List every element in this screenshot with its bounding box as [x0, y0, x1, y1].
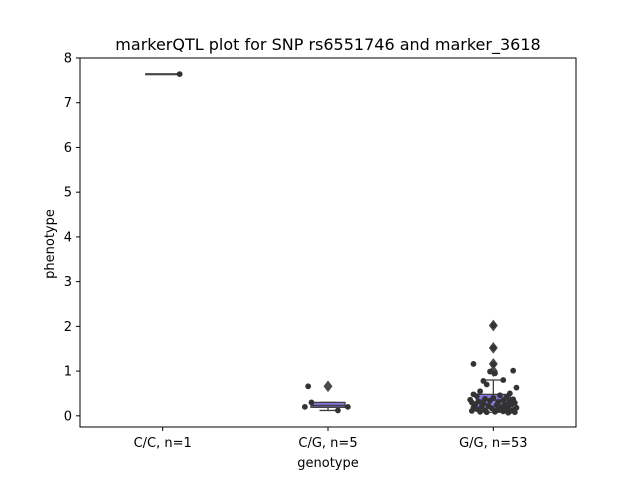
- y-tick-label: 1: [64, 365, 72, 380]
- x-axis-label: genotype: [297, 456, 358, 471]
- data-point: [487, 368, 493, 375]
- data-point: [305, 383, 312, 390]
- data-point: [500, 408, 507, 415]
- data-point: [493, 402, 500, 408]
- box-outlier-marker: [323, 380, 333, 393]
- y-axis: 0 1 2 3 4 5 6 7 8: [64, 52, 80, 424]
- data-point: [176, 71, 183, 78]
- data-point: [482, 395, 488, 402]
- x-tick-label: C/G, n=5: [298, 436, 357, 451]
- data-point: [483, 381, 490, 388]
- data-point: [511, 409, 518, 416]
- data-point: [308, 399, 315, 406]
- data-point: [505, 409, 512, 416]
- data-point: [344, 403, 351, 410]
- data-point: [473, 393, 480, 400]
- chart-title: markerQTL plot for SNP rs6551746 and mar…: [115, 35, 540, 55]
- data-point: [490, 361, 497, 368]
- data-point: [492, 370, 498, 377]
- data-point: [477, 388, 484, 395]
- data-point: [335, 407, 341, 414]
- x-tick-label: C/C, n=1: [134, 436, 192, 451]
- data-point: [510, 367, 517, 374]
- plot-area: [79, 57, 577, 428]
- y-tick-label: 6: [64, 141, 72, 156]
- y-tick-label: 0: [64, 409, 72, 424]
- data-point: [301, 403, 308, 410]
- x-tick-label: G/G, n=53: [459, 436, 527, 451]
- y-tick-label: 8: [64, 52, 72, 67]
- data-point: [468, 407, 475, 414]
- data-point: [487, 397, 493, 404]
- data-point: [492, 408, 498, 415]
- y-tick-label: 7: [64, 96, 72, 111]
- plot-frame: [79, 57, 577, 428]
- y-tick-label: 4: [64, 230, 72, 245]
- y-axis-label: phenotype: [43, 209, 58, 279]
- data-point: [497, 392, 503, 399]
- y-tick-label: 5: [64, 186, 72, 201]
- data-point: [478, 403, 485, 410]
- y-tick-label: 2: [64, 320, 72, 335]
- data-point: [470, 361, 477, 367]
- data-point: [490, 322, 497, 329]
- data-point: [490, 344, 497, 351]
- data-point: [513, 384, 520, 391]
- x-axis: C/C, n=1 C/G, n=5 G/G, n=53: [134, 427, 528, 451]
- data-point: [500, 377, 507, 383]
- data-point: [483, 409, 490, 416]
- data-point: [477, 408, 484, 415]
- y-tick-label: 3: [64, 275, 72, 290]
